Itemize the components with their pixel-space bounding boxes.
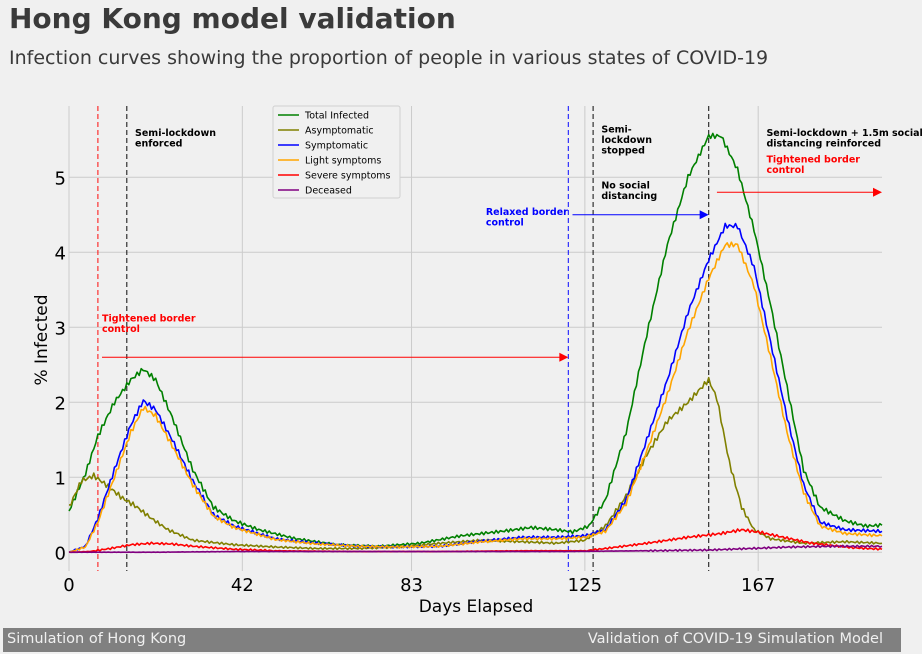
infection-curve-chart: Semi-lockdown enforced Tightened border con…	[32, 105, 922, 617]
annotation-text: Semi-lockdown + 1.5m social distancing re…	[766, 128, 922, 150]
y-tick-label: 2	[55, 393, 66, 414]
grid-lines	[68, 106, 882, 571]
annotations: Semi-lockdown enforced Tightened border con…	[102, 124, 922, 335]
legend-label: Severe symptoms	[305, 171, 391, 182]
legend-label: Symptomatic	[305, 141, 368, 152]
annotation-text: Tightened border control	[102, 313, 196, 335]
y-tick-label: 1	[55, 468, 66, 489]
annotation-text: No social distancing	[601, 181, 657, 203]
x-tick-label: 42	[231, 575, 254, 596]
annotation-text: Tightened border control	[766, 154, 860, 176]
y-tick-label: 4	[55, 243, 66, 264]
y-axis-label: % Infected	[32, 294, 52, 385]
arrow-head	[873, 187, 882, 197]
series-lines	[68, 132, 883, 554]
x-tick-label: 83	[400, 575, 423, 596]
legend-label: Light symptoms	[305, 156, 381, 167]
legend-label: Asymptomatic	[305, 126, 374, 137]
legend: Total Infected Asymptomatic Symptomatic Lig…	[272, 105, 401, 199]
annotation-text: Semi-lockdown enforced	[135, 128, 216, 150]
y-tick-label: 0	[55, 543, 66, 564]
arrow-head	[559, 352, 569, 362]
axis-ticks: 0 42 83 125 167 0 1 2 3 4 5	[55, 168, 776, 596]
x-tick-label: 0	[63, 575, 74, 596]
x-tick-label: 125	[568, 575, 602, 596]
page-subtitle: Infection curves showing the proportion …	[9, 47, 769, 69]
legend-box	[272, 105, 401, 199]
footer-left-text: Simulation of Hong Kong	[7, 631, 187, 647]
series-line	[68, 544, 883, 554]
series-line	[68, 222, 883, 554]
series-line	[68, 132, 883, 548]
footer-right-text: Validation of COVID-19 Simulation Model	[587, 631, 883, 647]
legend-label: Deceased	[305, 186, 352, 197]
event-lines	[97, 106, 710, 571]
legend-label: Total Infected	[304, 111, 369, 122]
y-tick-label: 3	[55, 318, 66, 339]
y-tick-label: 5	[55, 168, 66, 189]
x-tick-label: 167	[741, 575, 775, 596]
arrow-head	[699, 210, 709, 220]
arrows	[102, 187, 882, 362]
annotation-text: Relaxed border control	[486, 207, 568, 229]
footer-bar: Simulation of Hong Kong Validation of CO…	[3, 628, 901, 652]
x-axis-label: Days Elapsed	[419, 597, 534, 617]
page-title: Hong Kong model validation	[9, 2, 456, 35]
annotation-text: Semi-lockdown stopped	[601, 124, 652, 156]
series-line	[68, 241, 883, 554]
